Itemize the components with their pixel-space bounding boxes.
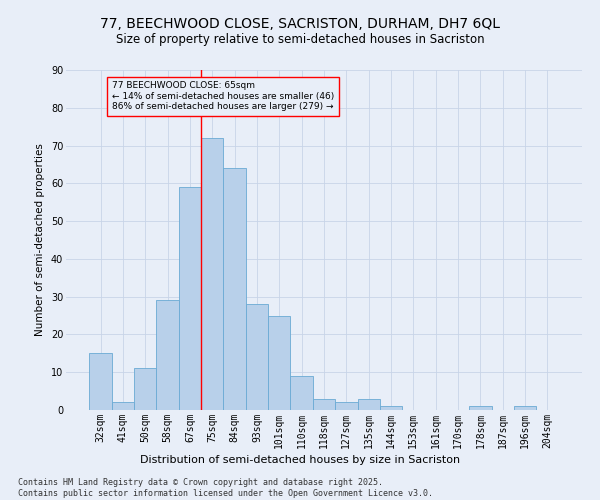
Bar [358,398,380,410]
Bar [313,398,335,410]
Bar [112,402,134,410]
Bar [201,138,223,410]
Bar [290,376,313,410]
Text: Distribution of semi-detached houses by size in Sacriston: Distribution of semi-detached houses by … [140,455,460,465]
Bar [134,368,157,410]
Bar [89,354,112,410]
Text: Size of property relative to semi-detached houses in Sacriston: Size of property relative to semi-detach… [116,32,484,46]
Bar [246,304,268,410]
Bar [469,406,491,410]
Bar [514,406,536,410]
Y-axis label: Number of semi-detached properties: Number of semi-detached properties [35,144,45,336]
Text: Contains HM Land Registry data © Crown copyright and database right 2025.
Contai: Contains HM Land Registry data © Crown c… [18,478,433,498]
Bar [223,168,246,410]
Bar [380,406,402,410]
Bar [179,187,201,410]
Bar [335,402,358,410]
Text: 77, BEECHWOOD CLOSE, SACRISTON, DURHAM, DH7 6QL: 77, BEECHWOOD CLOSE, SACRISTON, DURHAM, … [100,18,500,32]
Text: 77 BEECHWOOD CLOSE: 65sqm
← 14% of semi-detached houses are smaller (46)
86% of : 77 BEECHWOOD CLOSE: 65sqm ← 14% of semi-… [112,82,334,111]
Bar [157,300,179,410]
Bar [268,316,290,410]
